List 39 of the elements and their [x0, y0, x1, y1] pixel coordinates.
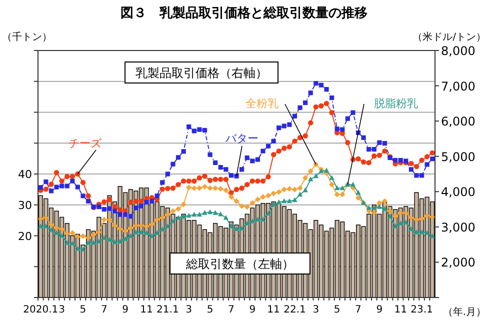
y2-tick-label: 6,000: [441, 114, 476, 129]
x-tick-label: 9: [249, 304, 256, 316]
y-tick-label: 20: [18, 230, 32, 243]
y-tick-label: 40: [18, 168, 32, 181]
x-tick-label: 5: [206, 304, 214, 316]
text: 脱脂粉乳: [374, 97, 418, 110]
y2-tick-label: 8,000: [441, 44, 476, 58]
y-tick-label: 30: [18, 198, 32, 212]
y2-tick-label: 4,000: [441, 185, 476, 200]
x-tick-label: 7: [355, 304, 362, 316]
series-label: 総取引数量（左軸）: [185, 257, 294, 271]
x-tick-label: 3: [312, 304, 320, 316]
x-tick-label: 3: [58, 304, 66, 316]
x-tick-label: 2020.1: [23, 304, 58, 316]
chart-title: 図３ 乳製品取引価格と総取引数量の推移: [120, 5, 368, 21]
x-tick-label: 5: [80, 304, 86, 316]
y2-tick-label: 7,000: [441, 79, 476, 94]
y2-axis-title: （米ドル/トン）: [412, 31, 486, 43]
y2-tick-label: 5,000: [441, 150, 476, 164]
x-tick-label: 7: [100, 304, 108, 316]
text: チーズ: [68, 137, 102, 150]
x-tick-label: 11: [140, 304, 153, 316]
x-tick-label: 23.1: [410, 304, 433, 316]
y-axis-title: （千トン）: [2, 31, 52, 43]
y2-tick-label: 2,000: [441, 256, 476, 270]
x-tick-label: 11: [394, 304, 407, 316]
y2-tick-label: 3,000: [441, 220, 476, 234]
x-tick-label: 22.1: [284, 304, 306, 316]
text: 全粉乳: [246, 97, 278, 110]
x-axis-title: （年.月）: [442, 306, 486, 318]
x-tick-label: 9: [122, 304, 129, 316]
series-label: バター: [224, 132, 258, 145]
x-tick-label: 3: [186, 304, 192, 316]
x-tick-label: 9: [376, 304, 383, 316]
x-tick-label: 5: [334, 304, 340, 316]
x-tick-label: 11: [267, 304, 280, 316]
x-tick-label: 21.1: [156, 304, 179, 316]
annotation: 乳製品取引価格（右軸）: [136, 66, 268, 80]
x-tick-label: 7: [228, 304, 234, 316]
